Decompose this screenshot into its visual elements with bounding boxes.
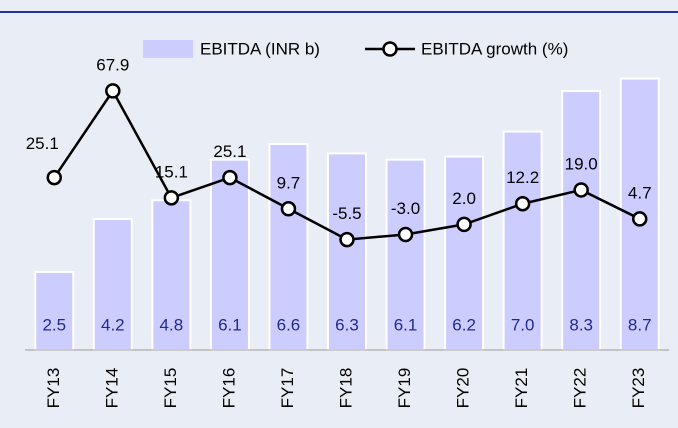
growth-label: 67.9 xyxy=(96,55,129,74)
legend-label: EBITDA growth (%) xyxy=(421,39,568,58)
x-tick-label: FY13 xyxy=(44,368,63,409)
growth-label: 19.0 xyxy=(565,154,598,173)
growth-label: 25.1 xyxy=(26,134,59,153)
bar xyxy=(209,158,250,351)
x-tick-label: FY17 xyxy=(278,368,297,409)
growth-point xyxy=(163,190,180,206)
growth-label: 9.7 xyxy=(277,173,301,192)
growth-point xyxy=(46,169,63,186)
growth-label: -5.5 xyxy=(332,204,361,223)
growth-point xyxy=(514,195,531,212)
bar-label: 8.3 xyxy=(569,315,593,334)
bar-label: 6.2 xyxy=(452,315,476,334)
x-tick-label: FY14 xyxy=(102,368,121,409)
growth-point xyxy=(456,216,472,233)
growth-label: 25.1 xyxy=(213,142,246,161)
growth-label: 4.7 xyxy=(628,183,652,202)
bar-label: 6.1 xyxy=(394,315,418,334)
bar xyxy=(561,90,602,351)
legend-label: EBITDA (INR b) xyxy=(200,39,320,58)
growth-point xyxy=(222,169,238,186)
bar xyxy=(502,130,543,351)
growth-label: 15.1 xyxy=(155,162,188,181)
bar xyxy=(34,271,75,351)
growth-label: 12.2 xyxy=(506,168,539,187)
bar-label: 4.8 xyxy=(160,315,184,334)
x-tick-label: FY19 xyxy=(395,368,414,409)
growth-point xyxy=(397,226,414,243)
growth-label: 2.0 xyxy=(452,189,476,208)
growth-point xyxy=(280,201,297,217)
bar xyxy=(444,155,485,351)
growth-point xyxy=(631,211,648,227)
bar xyxy=(327,152,367,351)
x-tick-label: FY18 xyxy=(336,368,355,409)
bar-label: 2.5 xyxy=(42,315,66,334)
x-tick-label: FY22 xyxy=(571,368,590,409)
x-tick-label: FY23 xyxy=(629,368,648,409)
legend-marker xyxy=(382,41,398,57)
x-tick-label: FY21 xyxy=(512,368,531,409)
bar-label: 6.3 xyxy=(335,315,359,334)
growth-point xyxy=(339,231,355,248)
bar-label: 6.6 xyxy=(277,315,301,334)
x-tick-label: FY16 xyxy=(219,368,238,409)
growth-point xyxy=(105,83,121,99)
growth-point xyxy=(573,182,589,198)
x-tick-label: FY20 xyxy=(454,368,473,409)
bar xyxy=(385,158,426,351)
bar-label: 8.7 xyxy=(628,315,652,334)
bar-label: 4.2 xyxy=(101,315,125,334)
bar xyxy=(92,217,133,351)
bar-label: 6.1 xyxy=(218,315,242,334)
legend-swatch xyxy=(143,40,193,58)
bar-label: 7.0 xyxy=(511,315,535,334)
growth-label: -3.0 xyxy=(391,199,420,218)
x-tick-label: FY15 xyxy=(161,368,180,409)
